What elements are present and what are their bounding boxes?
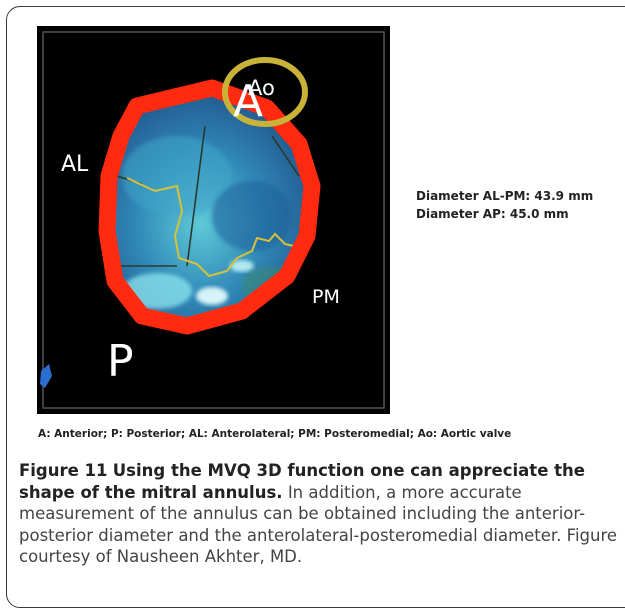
label-anterior: A [233, 76, 264, 127]
figure-label: Figure 11 [19, 461, 108, 480]
artifact-mark [40, 364, 52, 388]
abbreviation-legend: A: Anterior; P: Posterior; AL: Anterolat… [38, 428, 512, 440]
figure-caption: Figure 11 Using the MVQ 3D function one … [19, 460, 625, 568]
figure-title: Using the MVQ 3D function one can apprec… [19, 461, 585, 502]
mitral-annulus-3d-image: AL PM P A Ao [37, 26, 390, 414]
measurements-block: Diameter AL-PM: 43.9 mm Diameter AP: 45.… [416, 187, 593, 223]
image-inner-border [42, 31, 385, 409]
aortic-valve-ring [222, 57, 308, 127]
label-anterolateral: AL [61, 152, 89, 177]
label-posteromedial: PM [312, 286, 340, 308]
label-posterior: P [107, 336, 134, 387]
diameter-ap: Diameter AP: 45.0 mm [416, 207, 569, 221]
echo-render [40, 31, 385, 409]
label-aortic-valve: Ao [248, 76, 275, 100]
figure-caption-body: In addition, a more accurate measurement… [19, 482, 618, 567]
diameter-al-pm: Diameter AL-PM: 43.9 mm [416, 189, 594, 203]
